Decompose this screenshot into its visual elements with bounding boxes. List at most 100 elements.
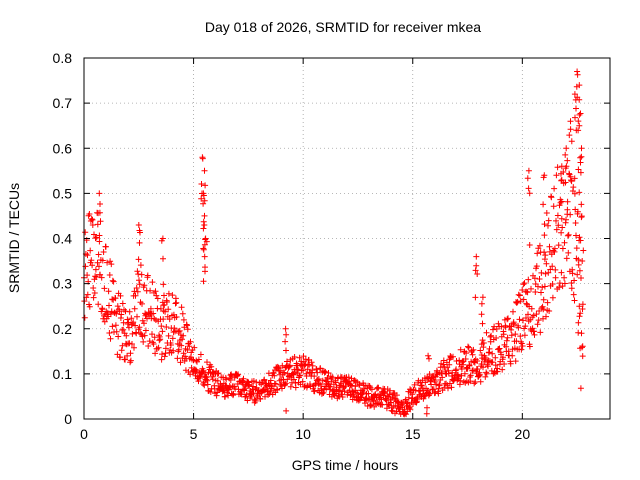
data-point — [152, 350, 159, 357]
data-point — [539, 284, 546, 291]
data-point — [200, 225, 207, 232]
data-point — [564, 198, 571, 205]
data-point — [272, 381, 279, 387]
data-point — [131, 305, 138, 312]
data-point — [341, 388, 348, 395]
data-point — [145, 343, 152, 349]
data-point — [441, 384, 448, 391]
data-point — [184, 322, 190, 329]
data-point — [578, 201, 585, 208]
data-point — [95, 210, 102, 217]
data-point — [192, 366, 199, 373]
data-point — [135, 222, 142, 228]
data-point — [158, 356, 165, 363]
data-point — [432, 389, 439, 396]
data-point — [379, 401, 386, 408]
data-point — [445, 370, 452, 377]
data-point — [296, 373, 303, 379]
data-point — [92, 266, 99, 273]
data-point — [311, 373, 318, 380]
data-point — [486, 345, 493, 352]
data-point — [536, 242, 543, 249]
axis-ticks — [83, 57, 610, 420]
data-point — [134, 288, 141, 295]
data-point — [382, 389, 388, 396]
data-point — [365, 390, 372, 397]
data-point — [150, 341, 157, 347]
data-point — [552, 266, 559, 273]
data-point — [504, 316, 511, 323]
data-point — [478, 361, 485, 367]
data-point — [283, 347, 289, 354]
data-point — [446, 361, 453, 368]
data-point — [375, 384, 382, 391]
data-point — [135, 256, 142, 263]
data-point — [546, 243, 553, 250]
data-point — [540, 174, 547, 181]
data-point — [574, 71, 581, 78]
data-point — [558, 269, 565, 276]
data-point — [551, 185, 558, 192]
data-point — [422, 379, 429, 386]
data-point — [568, 178, 575, 185]
data-point — [458, 372, 465, 379]
data-point — [571, 175, 578, 182]
data-point — [87, 247, 94, 254]
data-point — [469, 351, 476, 358]
data-point — [476, 371, 483, 378]
data-point — [528, 305, 535, 312]
data-point — [332, 379, 339, 386]
data-point — [81, 314, 88, 321]
data-point — [457, 377, 464, 384]
data-point — [521, 332, 528, 339]
data-point — [430, 386, 437, 393]
data-point — [117, 292, 124, 299]
data-point — [526, 343, 533, 350]
data-point — [96, 263, 102, 270]
data-point — [180, 350, 187, 357]
data-point — [200, 367, 207, 374]
data-point — [106, 330, 113, 336]
data-point — [82, 263, 89, 270]
data-point — [545, 222, 551, 229]
data-point — [207, 389, 214, 395]
data-point — [118, 311, 125, 318]
data-point — [128, 315, 135, 322]
data-point — [530, 312, 537, 319]
data-point — [564, 232, 571, 239]
data-point — [180, 316, 187, 323]
data-point — [574, 208, 581, 215]
data-point — [470, 367, 476, 374]
data-point — [561, 239, 568, 246]
data-point — [123, 341, 130, 348]
data-point — [165, 332, 172, 339]
data-point — [141, 282, 148, 289]
data-point — [107, 335, 114, 342]
data-point — [102, 243, 109, 250]
data-point — [449, 369, 456, 376]
data-point — [561, 274, 568, 281]
data-point — [499, 366, 506, 373]
data-point — [198, 195, 205, 202]
data-point — [292, 384, 299, 391]
data-point — [134, 268, 141, 275]
data-point — [86, 211, 93, 217]
data-point — [433, 381, 440, 388]
data-point — [335, 387, 342, 394]
data-point — [91, 290, 98, 296]
data-point — [558, 229, 565, 236]
y-tick-label: 0.8 — [53, 50, 73, 66]
data-point — [478, 352, 485, 358]
data-point — [557, 199, 564, 206]
data-point — [549, 294, 556, 301]
data-point — [169, 292, 176, 299]
data-point — [571, 91, 578, 98]
data-point — [551, 245, 558, 252]
data-point — [571, 277, 578, 284]
data-point — [505, 315, 511, 322]
data-point — [525, 167, 532, 174]
data-point — [158, 237, 165, 244]
data-point — [541, 283, 548, 290]
data-point — [180, 332, 187, 339]
data-point — [567, 126, 574, 133]
